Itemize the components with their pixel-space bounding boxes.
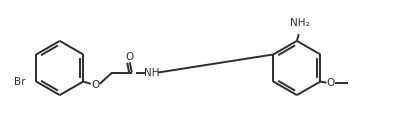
Text: NH: NH <box>144 67 159 78</box>
Text: Br: Br <box>14 77 26 86</box>
Text: O: O <box>126 52 134 62</box>
Text: O: O <box>91 80 100 90</box>
Text: NH₂: NH₂ <box>290 18 310 28</box>
Text: O: O <box>327 78 335 88</box>
